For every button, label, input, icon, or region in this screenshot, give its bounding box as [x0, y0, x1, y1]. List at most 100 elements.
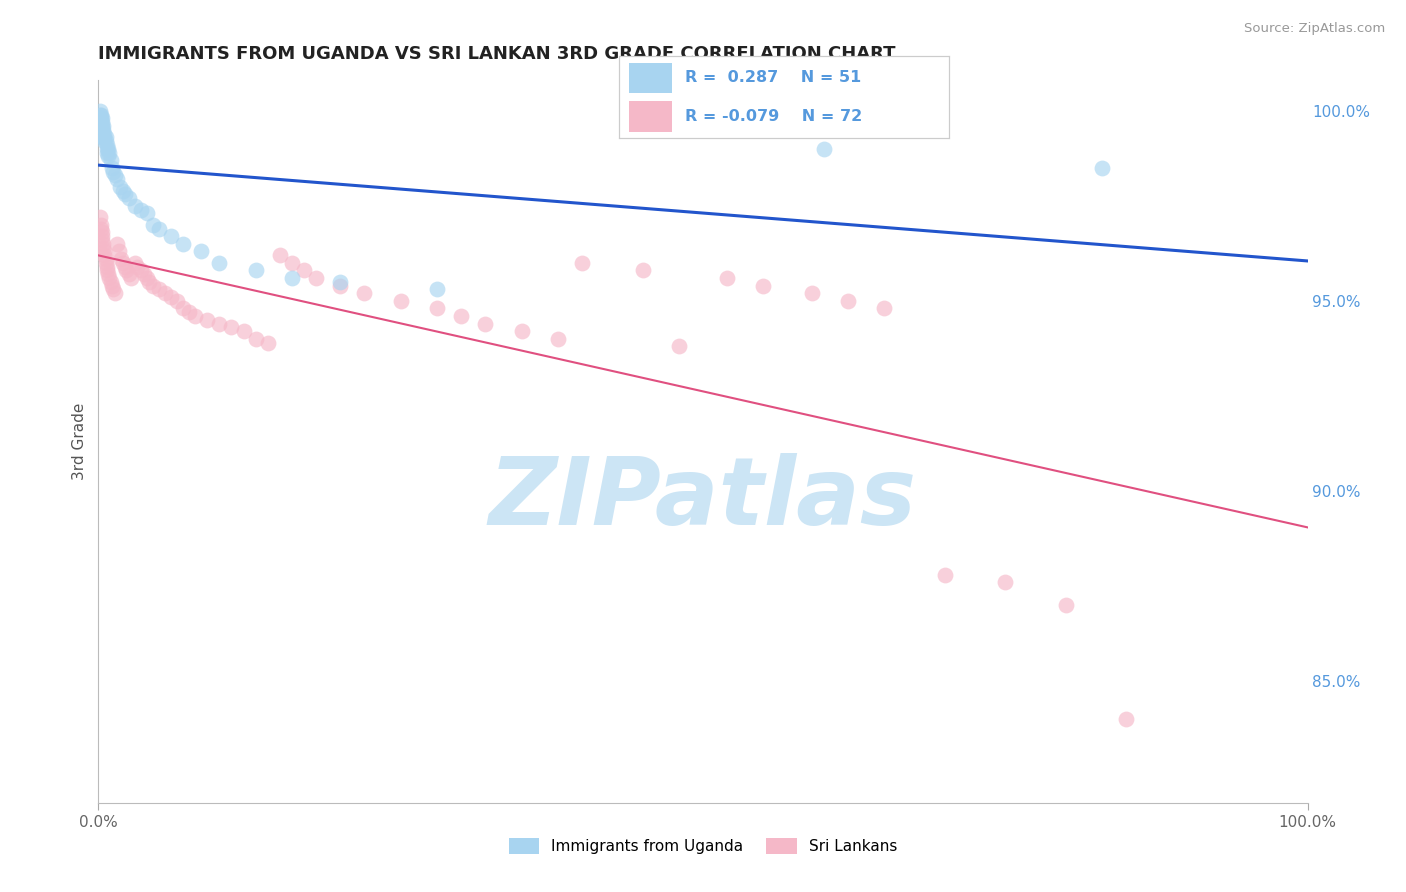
Point [93, 130, 115, 145]
Point [89, 210, 111, 224]
Y-axis label: 3rd Grade: 3rd Grade [72, 403, 87, 480]
Point [129, 202, 152, 217]
Point [105, 172, 128, 186]
Point [90, 107, 112, 121]
Point [96, 145, 118, 160]
Point [114, 260, 136, 274]
Point [142, 278, 165, 293]
Point [353, 286, 375, 301]
Point [873, 301, 896, 316]
Point [115, 263, 138, 277]
Point [108, 179, 131, 194]
Point [111, 256, 134, 270]
Point [292, 263, 315, 277]
Point [510, 324, 533, 338]
Point [93, 248, 115, 262]
Point [96, 263, 118, 277]
Point [96, 137, 118, 152]
Point [716, 271, 738, 285]
Text: R =  0.287    N = 51: R = 0.287 N = 51 [685, 70, 860, 86]
Point [91, 130, 114, 145]
Point [98, 271, 121, 285]
Point [90, 221, 112, 235]
Point [94, 134, 117, 148]
Point [208, 317, 231, 331]
Point [91, 122, 114, 136]
Point [389, 293, 412, 308]
Point [91, 233, 114, 247]
Point [129, 263, 152, 277]
Point [190, 244, 212, 259]
Point [100, 278, 122, 293]
Point [571, 256, 593, 270]
Point [98, 145, 121, 160]
Point [281, 271, 304, 285]
Point [97, 142, 120, 156]
Point [195, 313, 218, 327]
Point [134, 267, 156, 281]
Point [91, 130, 114, 145]
Point [800, 286, 823, 301]
Point [166, 293, 188, 308]
Text: R = -0.079    N = 72: R = -0.079 N = 72 [685, 109, 862, 124]
Point [221, 320, 243, 334]
Point [89, 107, 111, 121]
Point [93, 127, 115, 141]
Point [135, 271, 157, 285]
Point [108, 244, 131, 259]
Point [305, 271, 328, 285]
Point [94, 130, 117, 145]
Point [474, 317, 496, 331]
Point [91, 119, 114, 133]
Point [148, 221, 170, 235]
Point [208, 256, 231, 270]
Point [450, 309, 472, 323]
Point [104, 169, 127, 183]
Point [91, 226, 114, 240]
Point [124, 256, 146, 270]
Point [934, 567, 956, 582]
Point [153, 286, 176, 301]
Point [160, 229, 183, 244]
Point [127, 260, 149, 274]
Point [138, 275, 160, 289]
Point [837, 293, 859, 308]
Point [631, 263, 654, 277]
Point [94, 252, 117, 266]
Point [135, 206, 157, 220]
Point [90, 112, 112, 126]
Point [114, 187, 136, 202]
Text: ZIPatlas: ZIPatlas [489, 453, 917, 545]
Point [245, 263, 267, 277]
Point [91, 229, 114, 244]
Text: IMMIGRANTS FROM UGANDA VS SRI LANKAN 3RD GRADE CORRELATION CHART: IMMIGRANTS FROM UGANDA VS SRI LANKAN 3RD… [98, 45, 896, 63]
Point [120, 271, 142, 285]
Point [96, 260, 118, 274]
Point [97, 267, 120, 281]
Point [91, 119, 114, 133]
Point [110, 252, 132, 266]
Point [90, 119, 112, 133]
Point [329, 278, 352, 293]
Point [91, 112, 114, 126]
Point [148, 282, 170, 296]
Point [97, 149, 120, 163]
Point [90, 218, 112, 232]
Point [118, 191, 141, 205]
Point [91, 241, 114, 255]
Point [101, 164, 124, 178]
Point [90, 115, 112, 129]
Point [329, 275, 352, 289]
Point [179, 305, 201, 319]
Point [105, 236, 128, 251]
Point [232, 324, 254, 338]
Point [89, 103, 111, 118]
Point [281, 256, 304, 270]
Point [94, 256, 117, 270]
Point [101, 282, 124, 296]
Point [172, 301, 194, 316]
Bar [628, 102, 672, 132]
Point [104, 286, 127, 301]
Point [1091, 161, 1114, 175]
Point [100, 161, 122, 175]
